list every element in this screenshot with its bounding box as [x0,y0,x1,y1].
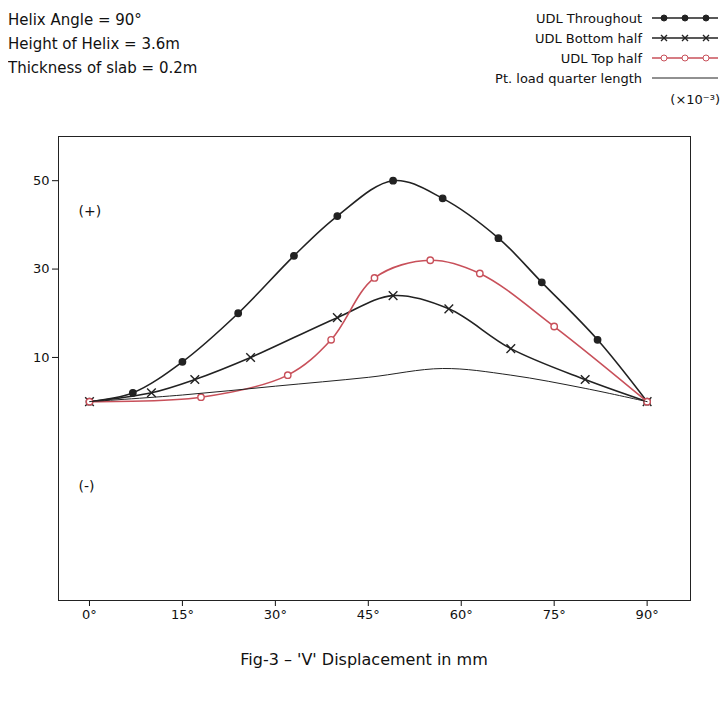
svg-text:(+): (+) [79,203,102,219]
html-text:Height of Helix = 3.6m: Height of Helix = 3.6m [8,35,180,53]
svg-text:90°: 90° [636,607,659,622]
svg-text:10: 10 [33,350,50,365]
svg-text:75°: 75° [543,607,566,622]
html-text:Pt. load quarter length: Pt. load quarter length [495,70,642,86]
html-text:(×10⁻³): (×10⁻³) [670,92,720,107]
svg-text:45°: 45° [357,607,380,622]
svg-text:0°: 0° [82,607,97,622]
html-text:UDL Throughout: UDL Throughout [535,10,642,26]
svg-text:60°: 60° [450,607,473,622]
svg-text:30: 30 [33,261,50,276]
html-text:Thickness of slab = 0.2m: Thickness of slab = 0.2m [8,59,198,77]
svg-text:30°: 30° [264,607,287,622]
svg-text:50: 50 [33,173,50,188]
html-text:Helix Angle = 90°: Helix Angle = 90° [8,11,142,29]
html-text:UDL Bottom half: UDL Bottom half [534,30,642,46]
svg-text:15°: 15° [171,607,194,622]
html-text:Fig-3 – 'V' Displacement in mm: Fig-3 – 'V' Displacement in mm [240,650,488,669]
svg-text:(-): (-) [79,478,95,494]
html-text:UDL Top half: UDL Top half [560,50,642,66]
